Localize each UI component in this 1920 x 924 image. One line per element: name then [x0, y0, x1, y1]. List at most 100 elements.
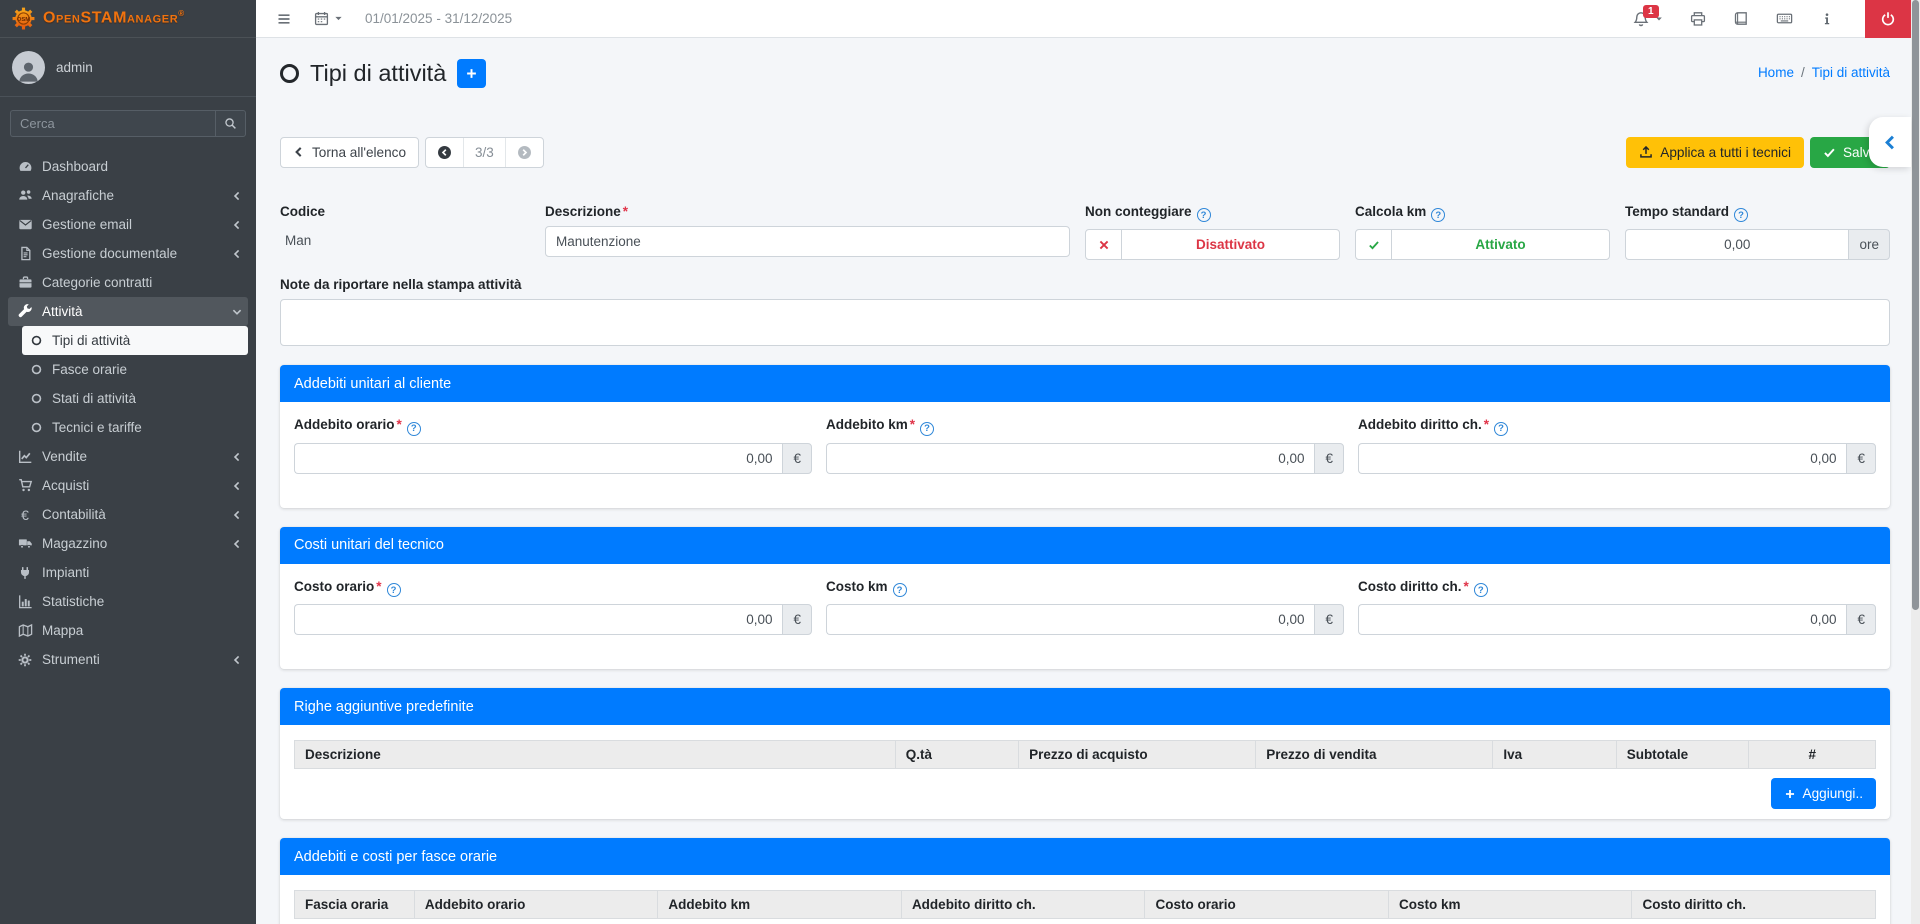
help-icon[interactable]: ? [1197, 208, 1211, 222]
sidebar: OSM OpenSTAManager® admin Dashboard Anag [0, 0, 256, 924]
sidebar-item-mappa[interactable]: Mappa [8, 616, 248, 645]
docs-button[interactable] [1733, 11, 1749, 27]
non-conteggiare-toggle[interactable]: Disattivato [1085, 229, 1340, 260]
sidebar-item-statistiche[interactable]: Statistiche [8, 587, 248, 616]
sidebar-search [10, 110, 246, 137]
avatar [12, 51, 45, 84]
sidebar-item-magazzino[interactable]: Magazzino [8, 529, 248, 558]
chevron-left-icon [1882, 134, 1899, 151]
sidebar-item-gestione-documentale[interactable]: Gestione documentale [8, 239, 248, 268]
keyboard-icon [1776, 10, 1793, 27]
col-prezzo-vendita: Prezzo di vendita [1256, 741, 1493, 769]
previous-record-button[interactable] [426, 138, 463, 167]
svg-text:OSM: OSM [17, 17, 30, 23]
logout-button[interactable] [1865, 0, 1911, 38]
shortcuts-button[interactable] [1776, 10, 1793, 27]
add-row-button[interactable]: Aggiungi.. [1771, 778, 1876, 809]
col-actions: # [1749, 741, 1876, 769]
date-range[interactable]: 01/01/2025 - 31/12/2025 [365, 11, 512, 26]
sidebar-item-anagrafiche[interactable]: Anagrafiche [8, 181, 248, 210]
plus-icon [465, 67, 478, 80]
descrizione-input[interactable] [545, 226, 1070, 257]
brand-link[interactable]: OSM OpenSTAManager® [0, 0, 256, 38]
tempo-standard-input[interactable] [1625, 229, 1848, 260]
sidebar-item-tecnici-e-tariffe[interactable]: Tecnici e tariffe [22, 413, 248, 442]
card-righe: Righe aggiuntive predefinite Descrizione… [280, 688, 1890, 819]
top-navbar: 01/01/2025 - 31/12/2025 1 [256, 0, 1920, 38]
page-scrollbar[interactable] [1911, 0, 1920, 924]
help-icon[interactable]: ? [407, 422, 421, 436]
sidebar-item-gestione-email[interactable]: Gestione email [8, 210, 248, 239]
book-icon [1733, 11, 1749, 27]
help-icon[interactable]: ? [387, 583, 401, 597]
addebito-orario-input[interactable] [294, 443, 782, 474]
sidebar-item-dashboard[interactable]: Dashboard [8, 152, 248, 181]
caret-down-icon [334, 14, 343, 23]
note-textarea[interactable] [280, 299, 1890, 346]
fasce-table: Fascia oraria Addebito orario Addebito k… [294, 890, 1876, 924]
col-iva: Iva [1493, 741, 1616, 769]
plus-icon [1784, 788, 1796, 800]
sidebar-item-stati-di-attivita[interactable]: Stati di attività [22, 384, 248, 413]
sidebar-item-impianti[interactable]: Impianti [8, 558, 248, 587]
circle-icon [28, 335, 44, 346]
search-button[interactable] [215, 110, 246, 137]
sidebar-item-fasce-orarie[interactable]: Fasce orarie [22, 355, 248, 384]
breadcrumb-current-link[interactable]: Tipi di attività [1812, 65, 1890, 80]
help-icon[interactable]: ? [1494, 422, 1508, 436]
info-button[interactable] [1820, 12, 1834, 26]
sidebar-item-acquisti[interactable]: Acquisti [8, 471, 248, 500]
descrizione-label: Descrizione* [545, 204, 1070, 219]
note-group: Note da riportare nella stampa attività [280, 277, 1890, 346]
power-icon [1880, 11, 1896, 27]
costo-km-input[interactable] [826, 604, 1314, 635]
back-to-list-button[interactable]: Torna all'elenco [280, 137, 419, 168]
next-record-button[interactable] [505, 138, 543, 167]
sidebar-item-strumenti[interactable]: Strumenti [8, 645, 248, 674]
chevron-left-icon [232, 539, 242, 549]
users-icon [14, 188, 36, 203]
addebito-km-label: Addebito km*? [826, 417, 1344, 436]
brand-name: OpenSTAManager® [43, 9, 185, 27]
print-button[interactable] [1690, 11, 1706, 27]
chevron-left-icon [293, 146, 305, 158]
sidebar-item-contabilita[interactable]: € Contabilità [8, 500, 248, 529]
sidebar-item-attivita[interactable]: Attività [8, 297, 248, 326]
help-icon[interactable]: ? [1474, 583, 1488, 597]
sidebar-item-vendite[interactable]: Vendite [8, 442, 248, 471]
calcola-km-toggle[interactable]: Attivato [1355, 229, 1610, 260]
costo-diritto-label: Costo diritto ch.*? [1358, 579, 1876, 598]
note-label: Note da riportare nella stampa attività [280, 277, 1890, 292]
sidebar-toggle-button[interactable] [276, 11, 292, 27]
euro-icon: € [14, 508, 36, 522]
help-icon[interactable]: ? [893, 583, 907, 597]
side-panel-toggle[interactable] [1869, 117, 1911, 167]
add-record-button[interactable] [457, 59, 486, 88]
calendar-dropdown-button[interactable] [314, 11, 343, 26]
apply-to-all-technicians-button[interactable]: Applica a tutti i tecnici [1626, 137, 1804, 168]
non-conteggiare-label: Non conteggiare? [1085, 204, 1340, 223]
sidebar-item-tipi-di-attivita[interactable]: Tipi di attività [22, 326, 248, 355]
help-icon[interactable]: ? [1431, 208, 1445, 222]
costo-orario-input[interactable] [294, 604, 782, 635]
page-content: Tipi di attività Home/Tipi di attività T… [256, 38, 1920, 924]
costo-km-label: Costo km? [826, 579, 1344, 598]
pager-position: 3/3 [463, 138, 505, 167]
search-input[interactable] [10, 110, 215, 137]
scrollbar-thumb[interactable] [1912, 0, 1919, 610]
addebito-diritto-input[interactable] [1358, 443, 1846, 474]
chevron-left-icon [232, 510, 242, 520]
codice-value: Man [280, 226, 530, 248]
dashboard-icon [14, 159, 36, 174]
chevron-left-icon [232, 220, 242, 230]
addebito-km-input[interactable] [826, 443, 1314, 474]
help-icon[interactable]: ? [1734, 208, 1748, 222]
help-icon[interactable]: ? [920, 422, 934, 436]
card-addebiti: Addebiti unitari al cliente Addebito ora… [280, 365, 1890, 508]
sidebar-item-categorie-contratti[interactable]: Categorie contratti [8, 268, 248, 297]
bar-chart-icon [14, 594, 36, 609]
notifications-button[interactable]: 1 [1633, 11, 1663, 27]
costo-diritto-input[interactable] [1358, 604, 1846, 635]
breadcrumb-home-link[interactable]: Home [1758, 65, 1794, 80]
x-icon [1086, 230, 1122, 259]
